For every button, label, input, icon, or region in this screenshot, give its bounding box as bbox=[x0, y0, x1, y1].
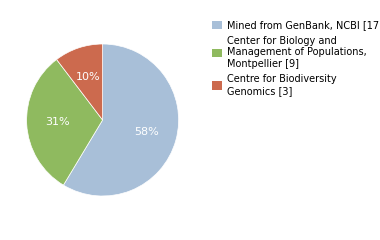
Text: 31%: 31% bbox=[45, 117, 70, 127]
Text: 10%: 10% bbox=[76, 72, 100, 82]
Wedge shape bbox=[57, 44, 103, 120]
Wedge shape bbox=[27, 60, 103, 185]
Text: 58%: 58% bbox=[134, 127, 159, 137]
Wedge shape bbox=[63, 44, 179, 196]
Legend: Mined from GenBank, NCBI [17], Center for Biology and
Management of Populations,: Mined from GenBank, NCBI [17], Center fo… bbox=[212, 20, 380, 96]
